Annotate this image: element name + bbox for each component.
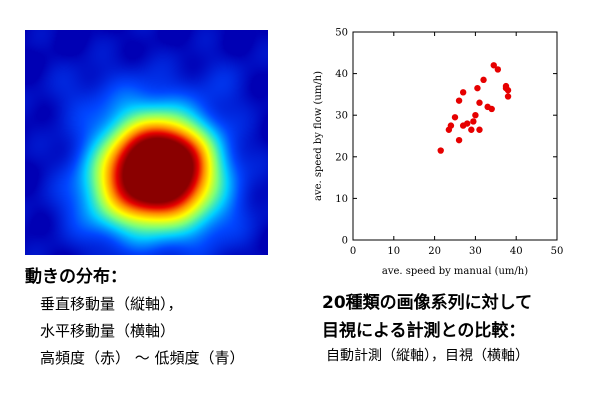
scatter-point bbox=[488, 105, 495, 113]
scatter-point bbox=[476, 99, 483, 106]
left-caption-horizontal-axis: 水平移動量（横軸） bbox=[40, 322, 176, 340]
scatter-point bbox=[455, 136, 463, 144]
scatter-point bbox=[455, 97, 463, 104]
y-tick-label: 40 bbox=[335, 69, 348, 80]
x-tick-label: 20 bbox=[428, 246, 441, 257]
scatter-point bbox=[502, 84, 510, 92]
points-layer bbox=[437, 62, 512, 154]
scatter-point bbox=[468, 126, 475, 133]
x-tick-label: 0 bbox=[350, 246, 356, 257]
y-axis-label: ave. speed by flow (um/h) bbox=[313, 71, 324, 201]
y-tick-label: 10 bbox=[335, 194, 348, 205]
right-caption-line1: 20種類の画像系列に対して bbox=[322, 293, 533, 313]
scatter-svg: 0 10 20 30 40 50 0 10 20 30 40 50 ave. speed by man… bbox=[313, 28, 563, 278]
x-tick-label: 10 bbox=[387, 246, 400, 257]
right-caption-line2: 目視による計測との比較： bbox=[322, 321, 526, 341]
right-caption-axes-note: 自動計測（縦軸），目視（横軸） bbox=[326, 348, 529, 364]
y-tick-label: 50 bbox=[335, 28, 348, 39]
x-tick-label: 50 bbox=[551, 246, 564, 257]
scatter-point bbox=[494, 66, 502, 73]
y-tick-label: 30 bbox=[335, 111, 348, 122]
x-axis-label: ave. speed by manual (um/h) bbox=[382, 266, 528, 277]
left-caption-frequency-legend: 高頻度（赤） 〜 低頻度（青） bbox=[40, 349, 245, 367]
ticks-layer: 0 10 20 30 40 50 0 10 20 30 40 50 bbox=[335, 28, 563, 258]
heatmap-canvas bbox=[25, 30, 268, 255]
left-caption-title: 動きの分布： bbox=[25, 267, 127, 287]
x-tick-label: 40 bbox=[510, 246, 523, 257]
scatter-chart: 0 10 20 30 40 50 0 10 20 30 40 50 ave. speed by man… bbox=[305, 18, 575, 288]
scatter-point bbox=[472, 112, 479, 119]
scatter-point bbox=[447, 122, 455, 129]
left-caption-vertical-axis: 垂直移動量（縦軸）， bbox=[40, 295, 183, 313]
plot-frame bbox=[352, 31, 558, 241]
scatter-point bbox=[476, 126, 483, 133]
scatter-point bbox=[474, 84, 481, 92]
motion-distribution-heatmap bbox=[25, 30, 268, 255]
scatter-point bbox=[504, 93, 512, 100]
scatter-point bbox=[480, 76, 487, 84]
scatter-point bbox=[459, 89, 467, 96]
scatter-point bbox=[464, 120, 471, 127]
scatter-point bbox=[437, 147, 444, 154]
y-tick-label: 0 bbox=[342, 236, 348, 247]
scatter-point bbox=[451, 114, 459, 121]
scatter-point bbox=[470, 118, 477, 125]
y-tick-label: 20 bbox=[335, 152, 348, 163]
x-tick-label: 30 bbox=[469, 246, 482, 257]
scatter-point bbox=[490, 62, 497, 69]
